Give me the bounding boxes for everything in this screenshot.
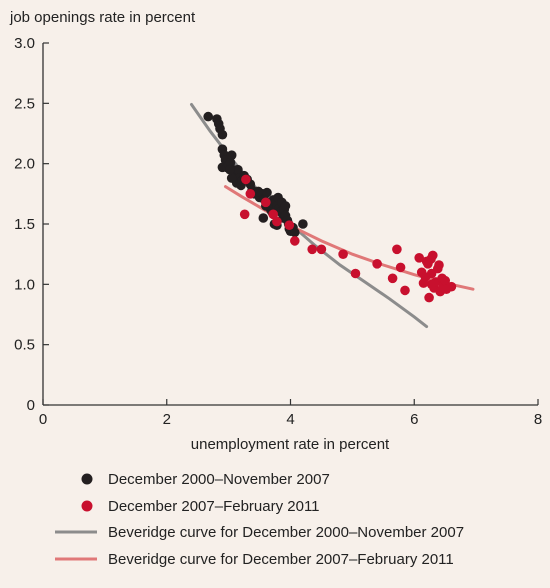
data-point <box>258 213 269 223</box>
x-tick-label: 8 <box>534 411 542 428</box>
data-point <box>225 164 235 175</box>
data-point <box>268 209 279 220</box>
x-tick-label: 6 <box>410 411 418 428</box>
y-tick-label: 2.5 <box>14 95 35 112</box>
series-1-points <box>239 174 457 303</box>
data-point <box>387 273 398 284</box>
data-point <box>239 209 250 220</box>
data-point <box>307 244 318 255</box>
data-point <box>241 174 251 185</box>
y-tick-label: 0.5 <box>14 337 35 354</box>
legend-entry-label: Beveridge curve for December 2000–Novemb… <box>108 524 464 541</box>
x-tick-label: 4 <box>286 411 294 428</box>
data-point <box>414 252 425 263</box>
x-tick-label: 0 <box>39 411 47 428</box>
data-point <box>338 249 348 259</box>
data-point <box>290 227 300 238</box>
data-point <box>272 216 282 227</box>
y-tick-label: 1.5 <box>14 216 35 233</box>
data-point <box>424 292 434 303</box>
legend-marker <box>81 500 93 512</box>
data-point <box>290 236 300 246</box>
legend-entry-label: December 2007–February 2011 <box>108 498 320 515</box>
data-point <box>245 189 256 199</box>
data-point <box>203 111 213 122</box>
x-tick-label: 2 <box>163 411 171 428</box>
data-point <box>217 129 228 140</box>
data-point <box>280 201 291 211</box>
data-point <box>400 285 410 296</box>
data-point <box>226 150 237 160</box>
legend: December 2000–November 2007 December 2007… <box>55 471 464 568</box>
data-point <box>262 187 272 198</box>
data-point <box>233 164 243 175</box>
legend-entry-label: Beveridge curve for December 2007–Februa… <box>108 551 454 568</box>
data-point <box>395 262 406 273</box>
data-point <box>253 186 264 197</box>
plot-area: 0 0.5 1.0 1.5 2.0 2.5 3.0 0 2 4 6 8 <box>14 35 542 428</box>
data-point <box>440 275 451 286</box>
data-point <box>434 260 444 270</box>
data-point <box>446 281 457 292</box>
y-axis-title: job openings rate in percent <box>9 9 196 26</box>
data-point <box>284 220 295 230</box>
data-point <box>372 259 382 269</box>
data-point <box>350 268 361 279</box>
data-point <box>225 157 236 168</box>
data-point <box>226 173 237 183</box>
series-0-points <box>203 111 308 238</box>
beveridge-curve-2 <box>190 103 429 329</box>
y-tick-label: 3.0 <box>14 35 35 52</box>
data-point <box>298 219 308 229</box>
legend-entry-label: December 2000–November 2007 <box>108 471 330 488</box>
data-point <box>316 244 327 255</box>
data-point <box>261 197 271 208</box>
data-point <box>428 250 438 261</box>
y-tick-label: 1.0 <box>14 276 35 293</box>
y-tick-label: 2.0 <box>14 156 35 173</box>
data-point <box>426 279 437 290</box>
data-point <box>420 272 431 282</box>
y-tick-label: 0 <box>27 397 35 414</box>
x-axis-title: unemployment rate in percent <box>191 436 390 453</box>
data-point <box>392 244 402 255</box>
legend-marker <box>81 473 93 485</box>
